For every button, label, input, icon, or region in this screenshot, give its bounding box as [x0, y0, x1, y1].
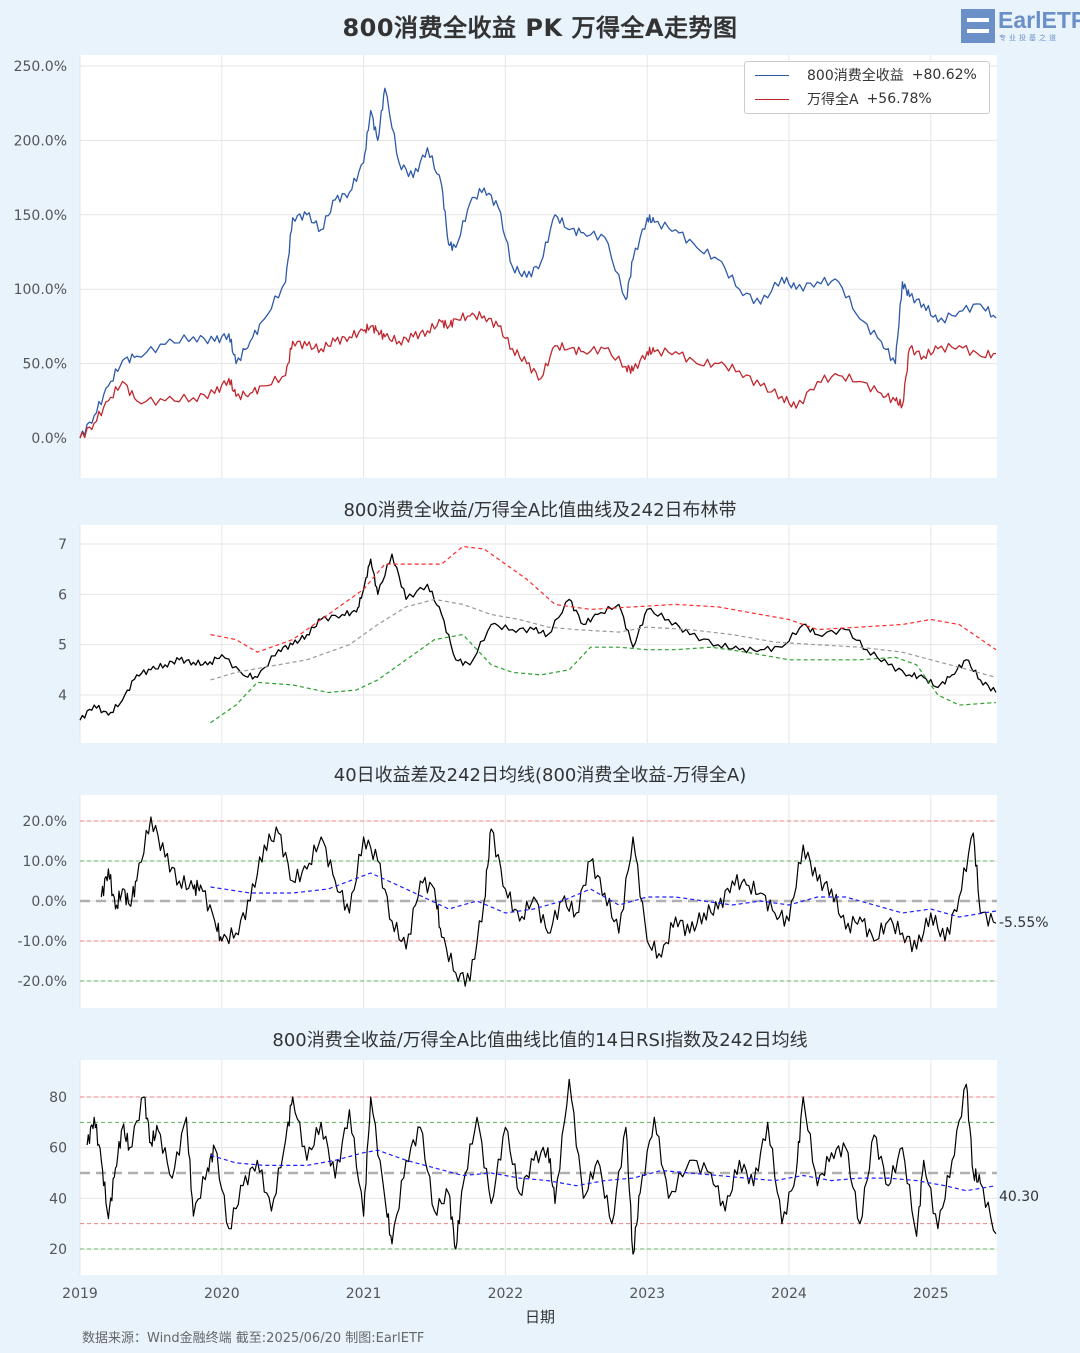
y-tick-label: -10.0%	[17, 934, 67, 950]
y-tick-label: 250.0%	[14, 59, 67, 75]
panel-2: 4 5 6 7	[58, 525, 997, 743]
panel-3: -20.0% -10.0% 0.0% 10.0% 20.0% -5.55%	[17, 795, 1049, 1008]
logo-mark-icon	[961, 9, 995, 43]
chart-main-title: 800消费全收益 PK 万得全A走势图	[342, 14, 738, 42]
legend-label-wind: 万得全A	[807, 92, 859, 108]
series-line-2	[210, 1149, 997, 1192]
series-line-2	[79, 311, 997, 439]
source-footer: 数据来源：Wind金融终端 截至:2025/06/20 制图:EarlETF	[82, 1331, 425, 1346]
x-tick-label: 2019	[62, 1286, 98, 1302]
y-tick-label: 50.0%	[23, 357, 67, 373]
y-tick-label: 0.0%	[31, 894, 67, 910]
series-line-3	[210, 598, 997, 681]
y-tick-label: 20	[49, 1242, 67, 1258]
y-tick-label: 80	[49, 1090, 67, 1106]
y-tick-label: 100.0%	[14, 282, 67, 298]
end-value-label: 40.30	[999, 1189, 1039, 1205]
logo-subtext: 专业投基之道	[999, 34, 1059, 42]
panel4-title: 800消费全收益/万得全A比值曲线比值的14日RSI指数及242日均线	[272, 1030, 808, 1051]
y-tick-label: 20.0%	[23, 814, 67, 830]
x-tick-label: 2021	[346, 1286, 382, 1302]
panel3-title: 40日收益差及242日均线(800消费全收益-万得全A)	[333, 765, 747, 786]
series-line-1	[79, 87, 997, 439]
x-tick-label: 2025	[913, 1286, 949, 1302]
x-tick-label: 2024	[771, 1286, 807, 1302]
y-tick-label: 150.0%	[14, 208, 67, 224]
panel-4: 20 40 60 80 40.30	[49, 1060, 1039, 1275]
y-tick-label: 7	[58, 537, 67, 553]
legend-line-wind	[755, 98, 789, 100]
y-tick-label: 0.0%	[31, 431, 67, 447]
legend-item-wind: 万得全A +56.78%	[755, 89, 932, 109]
legend-label-consumer: 800消费全收益	[807, 68, 904, 84]
y-tick-label: 4	[58, 688, 67, 704]
legend-line-consumer	[755, 74, 789, 76]
x-tick-label: 2023	[629, 1286, 665, 1302]
y-tick-label: 10.0%	[23, 854, 67, 870]
earletf-logo: EarlETF 专业投基之道	[961, 7, 1080, 43]
end-value-label: -5.55%	[999, 915, 1049, 931]
y-tick-label: 5	[58, 638, 67, 654]
legend-item-consumer: 800消费全收益 +80.62%	[755, 65, 977, 85]
x-tick-label: 2022	[488, 1286, 524, 1302]
series-line-1	[86, 1078, 997, 1255]
legend-value-consumer: +80.62%	[911, 67, 977, 83]
series-line-1	[100, 816, 997, 987]
panel1-legend: 800消费全收益 +80.62% 万得全A +56.78%	[744, 61, 990, 114]
y-tick-label: 40	[49, 1191, 67, 1207]
x-tick-label: 2020	[204, 1286, 240, 1302]
panel-1: 0.0% 50.0% 100.0% 150.0% 200.0% 250.0%	[14, 55, 997, 478]
series-line-2	[210, 872, 997, 918]
panel2-title: 800消费全收益/万得全A比值曲线及242日布林带	[343, 500, 737, 521]
y-tick-label: 6	[58, 587, 67, 603]
logo-text: EarlETF	[998, 7, 1080, 33]
y-tick-label: 60	[49, 1141, 67, 1157]
y-tick-label: -20.0%	[17, 974, 67, 990]
x-axis-label: 日期	[524, 1308, 555, 1326]
series-line-4	[210, 633, 997, 724]
legend-value-wind: +56.78%	[866, 91, 932, 107]
y-tick-label: 200.0%	[14, 133, 67, 149]
